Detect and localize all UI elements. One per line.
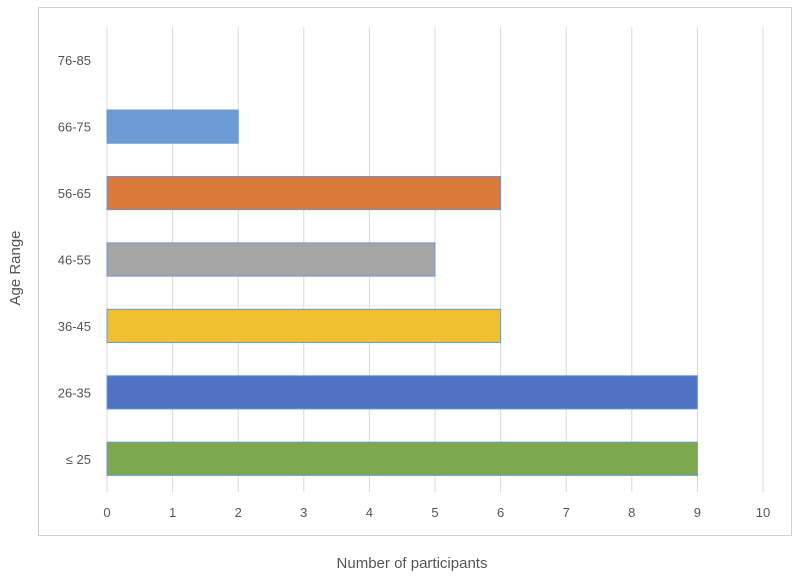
bar-≤ 25 (106, 441, 698, 476)
y-tick-label: 56-65 (58, 186, 91, 201)
bar-56-65 (106, 175, 502, 211)
y-tick-labels: ≤ 25 26-35 36-45 46-55 56-65 66-75 76-85 (58, 53, 91, 467)
x-tick-label: 9 (694, 505, 701, 520)
x-tick-label: 1 (169, 505, 176, 520)
x-tick-label: 2 (235, 505, 242, 520)
y-tick-label: 76-85 (58, 53, 91, 68)
x-tick-label: 10 (756, 505, 770, 520)
y-tick-label: 66-75 (58, 120, 91, 135)
x-tick-label: 7 (563, 505, 570, 520)
bar-46-55 (106, 242, 436, 277)
chart-frame (38, 7, 792, 536)
x-tick-label: 0 (103, 505, 110, 520)
bar-36-45 (106, 308, 502, 344)
bar-26-35 (106, 375, 698, 410)
x-tick-label: 6 (497, 505, 504, 520)
bars (106, 109, 698, 476)
x-tick-label: 3 (300, 505, 307, 520)
y-tick-label: 46-55 (58, 253, 91, 268)
x-tick-labels: 0 1 2 3 4 5 6 7 8 9 10 (103, 505, 770, 520)
y-tick-label: ≤ 25 (66, 452, 91, 467)
y-tick-label: 36-45 (58, 319, 91, 334)
x-axis-title: Number of participants (337, 555, 488, 572)
gridlines (106, 27, 764, 492)
x-tick-label: 8 (628, 505, 635, 520)
y-axis-title: Age Range (7, 230, 24, 305)
x-tick-label: 4 (366, 505, 373, 520)
x-tick-label: 5 (431, 505, 438, 520)
bar-66-75 (106, 109, 239, 144)
y-tick-label: 26-35 (58, 385, 91, 400)
